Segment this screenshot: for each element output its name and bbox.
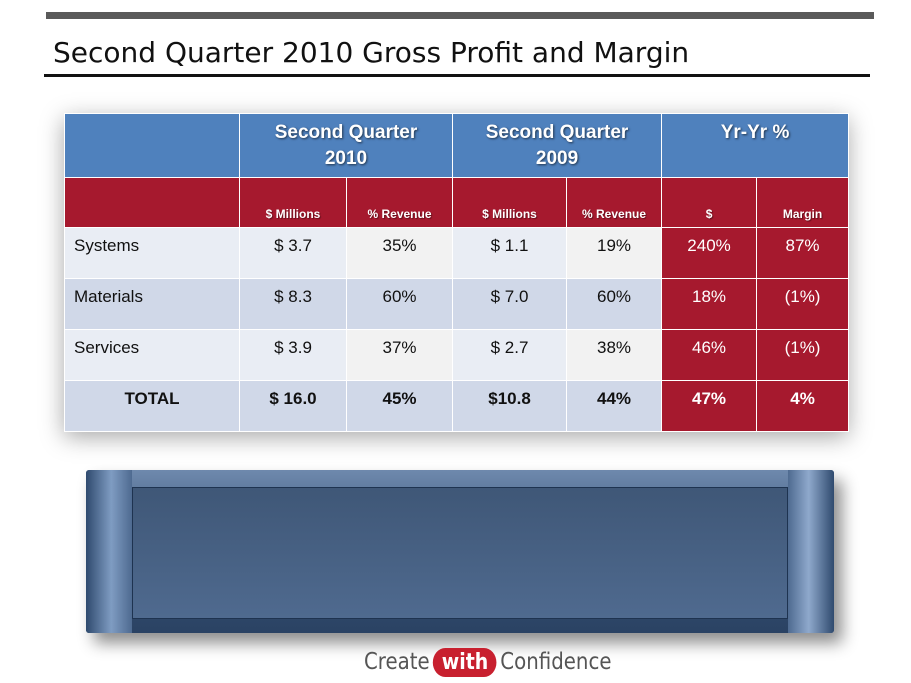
- table-row-total: TOTAL $ 16.0 45% $10.8 44% 47% 4%: [64, 380, 850, 432]
- table-row: Materials $ 8.3 60% $ 7.0 60% 18% (1%): [64, 278, 850, 330]
- table-cell: 240%: [661, 227, 758, 279]
- header-empty-cell: [64, 113, 240, 178]
- sub-header-cell: $ Millions: [452, 177, 568, 228]
- header-yr-yr-label: Yr-Yr %: [720, 122, 790, 143]
- table-row: Services $ 3.9 37% $ 2.7 38% 46% (1%): [64, 329, 850, 381]
- row-label: Services: [64, 329, 240, 381]
- logo-text-confidence: Confidence: [500, 649, 612, 675]
- table-cell: 4%: [756, 380, 850, 432]
- sub-header-cell: $ Millions: [239, 177, 347, 228]
- sub-header-cell: [64, 177, 240, 228]
- table-cell: 38%: [566, 329, 663, 381]
- header-q2-2009-line2: 2009: [535, 148, 579, 169]
- table-cell: $ 16.0: [239, 380, 347, 432]
- table-cell: $ 3.7: [239, 227, 347, 279]
- frame-inner-panel: [132, 487, 788, 619]
- title-underline: [44, 74, 870, 77]
- table-cell: 46%: [661, 329, 758, 381]
- table-cell: 60%: [566, 278, 663, 330]
- table-cell: $ 2.7: [452, 329, 568, 381]
- sub-header-cell: Margin: [756, 177, 850, 228]
- header-q2-2010: Second Quarter 2010: [238, 113, 454, 178]
- table-cell: (1%): [756, 329, 850, 381]
- table-cell: $ 3.9: [239, 329, 347, 381]
- frame-right-bevel: [788, 470, 834, 633]
- group-header-row: Second Quarter 2010 Second Quarter 2009 …: [64, 113, 850, 178]
- top-divider-bar: [46, 12, 874, 19]
- row-label: Materials: [64, 278, 240, 330]
- sub-header-cell: % Revenue: [566, 177, 663, 228]
- table-cell: 60%: [345, 278, 454, 330]
- header-q2-2009-line1: Second Quarter: [485, 122, 629, 143]
- gross-profit-table: Second Quarter 2010 Second Quarter 2009 …: [64, 113, 850, 432]
- table-cell: 47%: [661, 380, 758, 432]
- table-cell: $10.8: [452, 380, 568, 432]
- header-yr-yr: Yr-Yr %: [661, 113, 850, 178]
- table-cell: 45%: [345, 380, 454, 432]
- table-cell: 18%: [661, 278, 758, 330]
- logo-text-create: Create: [364, 649, 430, 675]
- beveled-text-frame: [86, 470, 834, 633]
- create-with-confidence-logo: Create with Confidence: [364, 645, 612, 679]
- table-cell: $ 1.1: [452, 227, 568, 279]
- header-q2-2010-line2: 2010: [324, 148, 368, 169]
- table-row: Systems $ 3.7 35% $ 1.1 19% 240% 87%: [64, 227, 850, 279]
- table-cell: 37%: [345, 329, 454, 381]
- header-q2-2009: Second Quarter 2009: [452, 113, 663, 178]
- header-q2-2010-line1: Second Quarter: [274, 122, 418, 143]
- row-label: TOTAL: [64, 380, 240, 432]
- table-cell: (1%): [756, 278, 850, 330]
- slide-title: Second Quarter 2010 Gross Profit and Mar…: [53, 36, 690, 69]
- table-cell: 35%: [345, 227, 454, 279]
- frame-left-bevel: [86, 470, 132, 633]
- row-label: Systems: [64, 227, 240, 279]
- sub-header-row: $ Millions % Revenue $ Millions % Revenu…: [64, 177, 850, 228]
- table-cell: 44%: [566, 380, 663, 432]
- table-cell: $ 8.3: [239, 278, 347, 330]
- table-cell: $ 7.0: [452, 278, 568, 330]
- table-cell: 87%: [756, 227, 850, 279]
- logo-text-with: with: [433, 647, 497, 677]
- sub-header-cell: % Revenue: [345, 177, 454, 228]
- sub-header-cell: $: [661, 177, 758, 228]
- table-cell: 19%: [566, 227, 663, 279]
